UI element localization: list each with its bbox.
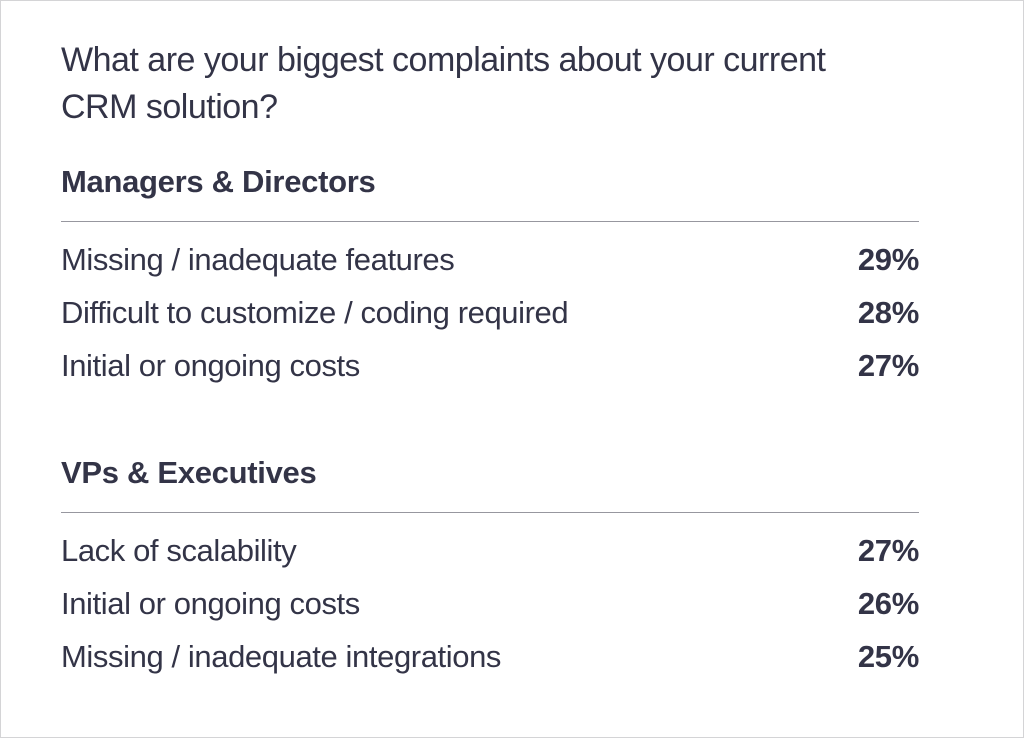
stat-row: Lack of scalability 27%	[61, 524, 919, 577]
section-heading-vps-executives: VPs & Executives	[61, 455, 317, 490]
section-heading-managers-directors: Managers & Directors	[61, 164, 376, 199]
stat-row: Initial or ongoing costs 27%	[61, 339, 919, 392]
section-managers-directors: Managers & Directors Missing / inadequat…	[61, 163, 919, 392]
stat-label: Missing / inadequate integrations	[61, 639, 502, 674]
stat-value: 27%	[857, 348, 919, 383]
stat-row: Difficult to customize / coding required…	[61, 286, 919, 339]
stat-rows: Missing / inadequate features 29% Diffic…	[61, 233, 919, 392]
stat-value: 29%	[857, 242, 919, 277]
stat-label: Initial or ongoing costs	[61, 348, 360, 383]
page-title-line-1: What are your biggest complaints about y…	[61, 41, 826, 79]
stat-label: Difficult to customize / coding required	[61, 295, 569, 330]
page-title: What are your biggest complaints about y…	[61, 37, 919, 131]
stat-row: Missing / inadequate integrations 25%	[61, 630, 919, 683]
stat-rows: Lack of scalability 27% Initial or ongoi…	[61, 524, 919, 683]
stat-value: 27%	[857, 533, 919, 568]
section-divider	[61, 512, 919, 513]
page-title-line-2: CRM solution?	[61, 88, 278, 126]
stat-label: Missing / inadequate features	[61, 242, 455, 277]
stat-row: Initial or ongoing costs 26%	[61, 577, 919, 630]
stat-label: Initial or ongoing costs	[61, 586, 360, 621]
stat-row: Missing / inadequate features 29%	[61, 233, 919, 286]
section-divider	[61, 221, 919, 222]
stat-value: 25%	[857, 639, 919, 674]
stat-value: 26%	[857, 586, 919, 621]
section-vps-executives: VPs & Executives Lack of scalability 27%…	[61, 454, 919, 683]
stat-value: 28%	[857, 295, 919, 330]
stat-label: Lack of scalability	[61, 533, 297, 568]
